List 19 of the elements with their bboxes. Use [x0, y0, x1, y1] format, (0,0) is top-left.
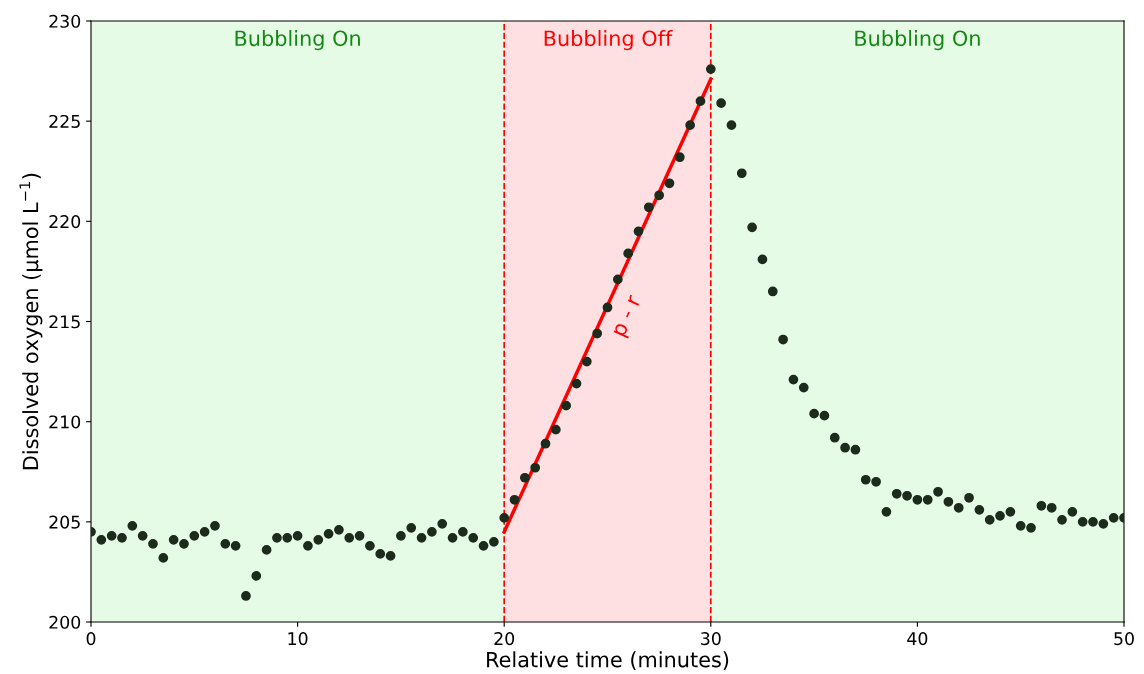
x-tick-label: 20	[494, 632, 515, 646]
y-tick-label: 225	[49, 114, 80, 129]
y-tick-label: 205	[49, 515, 80, 529]
x-tick-label: 10	[288, 632, 308, 646]
x-tick-label: 0	[86, 632, 96, 646]
x-axis-title: Relative time (minutes)	[487, 651, 729, 670]
annotation: p - r	[613, 294, 645, 339]
y-tick-label: 230	[49, 14, 81, 28]
y-tick-label: 220	[49, 215, 81, 229]
y-tick-label: 210	[49, 415, 81, 429]
y-tick-label: 200	[49, 615, 81, 629]
band-label: Bubbling On	[235, 30, 360, 51]
x-tick-label: 50	[1114, 632, 1134, 646]
y-axis-title: Dissolved oxygen (μmol L$^{−1}$)	[19, 173, 43, 470]
x-tick-label: 40	[907, 632, 928, 646]
x-tick-label: 30	[701, 632, 721, 646]
band-label: Bubbling Off	[544, 30, 673, 51]
band-label: Bubbling On	[855, 30, 980, 51]
y-tick-label: 215	[49, 315, 80, 329]
